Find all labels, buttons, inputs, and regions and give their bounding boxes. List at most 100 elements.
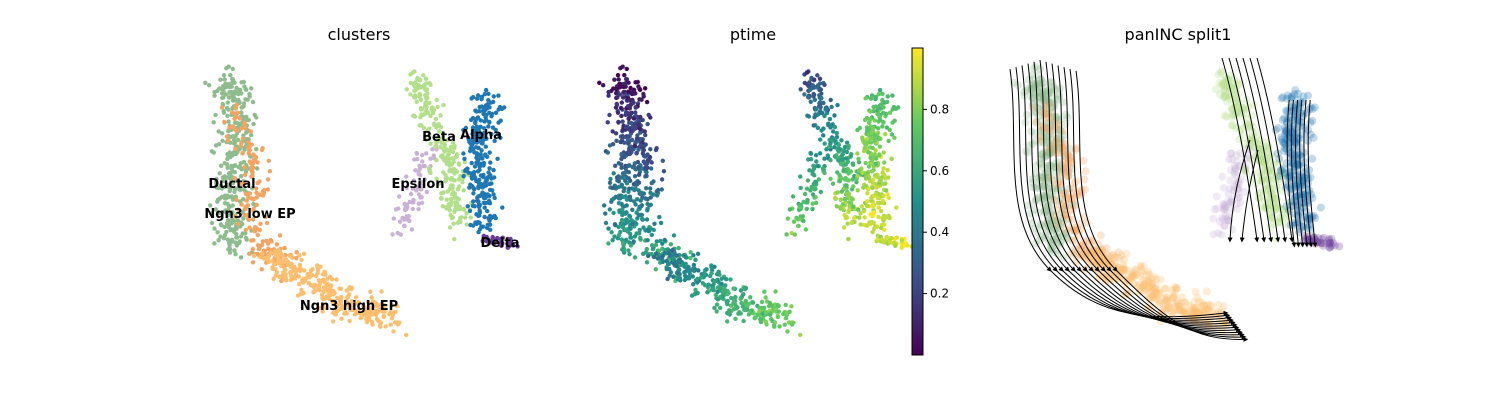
cluster-label: Delta: [480, 236, 519, 251]
ptime-point: [772, 320, 778, 325]
velocity-point: [1031, 183, 1040, 192]
cluster-point: [391, 216, 396, 221]
ptime-point: [871, 177, 876, 183]
ptime-point: [834, 134, 840, 140]
ptime-point: [803, 227, 809, 232]
cluster-point: [330, 299, 335, 304]
cluster-point: [334, 277, 339, 282]
cluster-point: [382, 309, 387, 314]
cluster-point: [433, 116, 439, 122]
ptime-point: [732, 297, 737, 303]
cluster-point: [254, 147, 259, 152]
ptime-point: [846, 171, 851, 176]
ptime-title: ptime: [730, 25, 776, 44]
cluster-point: [215, 230, 220, 235]
cluster-point: [451, 191, 456, 196]
ptime-point: [866, 164, 872, 169]
cluster-point: [425, 128, 430, 133]
cluster-point: [235, 137, 241, 143]
cluster-point: [423, 76, 429, 82]
cluster-point: [234, 243, 240, 248]
ptime-point: [648, 186, 653, 191]
cluster-point: [478, 118, 483, 123]
ptime-point: [613, 105, 619, 110]
cluster-point: [271, 261, 277, 266]
ptime-point: [863, 171, 868, 176]
ptime-point: [781, 311, 786, 317]
cluster-point: [301, 276, 306, 281]
cluster-point: [406, 214, 411, 219]
cluster-point: [477, 177, 482, 183]
ptime-point: [856, 207, 861, 212]
velocity-point: [1168, 308, 1177, 317]
ptime-point: [870, 229, 875, 235]
ptime-point: [804, 70, 809, 75]
ptime-point: [627, 214, 633, 219]
ptime-point: [851, 184, 856, 189]
ptime-point: [798, 185, 803, 191]
ptime-point: [618, 105, 624, 111]
cluster-point: [469, 171, 474, 176]
ptime-point: [651, 227, 656, 233]
ptime-point: [684, 255, 689, 260]
cluster-point: [306, 281, 312, 286]
velocity-point: [1106, 274, 1115, 282]
cluster-point: [234, 128, 240, 134]
cluster-point: [486, 98, 491, 103]
ptime-point: [832, 124, 838, 130]
ptime-point: [690, 274, 695, 279]
ptime-point: [816, 177, 822, 182]
cluster-point: [424, 151, 429, 156]
ptime-point: [695, 290, 700, 296]
ptime-point: [789, 304, 794, 309]
ptime-point: [785, 216, 790, 221]
cluster-point: [207, 83, 212, 88]
cluster-point: [456, 177, 461, 182]
cluster-point: [477, 129, 482, 134]
cluster-point: [481, 195, 487, 201]
cluster-point: [474, 96, 480, 101]
cluster-point: [245, 216, 251, 222]
cluster-point: [225, 138, 231, 143]
velocity-point: [1220, 78, 1228, 87]
cluster-point: [407, 199, 412, 205]
ptime-point: [627, 252, 632, 257]
ptime-point: [682, 277, 687, 283]
ptime-point: [880, 215, 885, 221]
cluster-point: [230, 110, 235, 115]
ptime-point: [865, 199, 870, 204]
ptime-point: [775, 314, 781, 320]
cluster-point: [339, 316, 344, 321]
ptime-point: [613, 131, 619, 136]
ptime-point: [812, 77, 817, 82]
cluster-point: [219, 131, 225, 136]
cluster-point: [260, 239, 265, 244]
cluster-point: [458, 215, 463, 221]
ptime-point: [733, 316, 738, 321]
cluster-point: [222, 224, 227, 230]
ptime-point: [626, 116, 631, 122]
velocity-point: [1050, 141, 1059, 150]
ptime-point: [644, 246, 649, 252]
cluster-point: [316, 283, 322, 288]
cluster-point: [292, 276, 298, 281]
ptime-point: [719, 281, 724, 286]
ptime-point: [616, 201, 622, 206]
cluster-point: [487, 193, 492, 199]
ptime-point: [639, 216, 645, 222]
cluster-point: [453, 206, 458, 212]
cluster-point: [496, 120, 501, 125]
cluster-point: [428, 170, 433, 176]
clusters-points: [203, 64, 520, 338]
ptime-point: [873, 96, 878, 102]
cluster-point: [428, 113, 433, 119]
cluster-point: [450, 183, 455, 188]
cluster-point: [240, 150, 245, 156]
ptime-point: [651, 254, 657, 260]
cluster-point: [293, 271, 298, 276]
ptime-point: [874, 224, 880, 229]
cluster-point: [417, 92, 423, 98]
ptime-point: [876, 126, 881, 131]
cluster-point: [438, 145, 443, 150]
velocity-point: [1308, 194, 1317, 202]
